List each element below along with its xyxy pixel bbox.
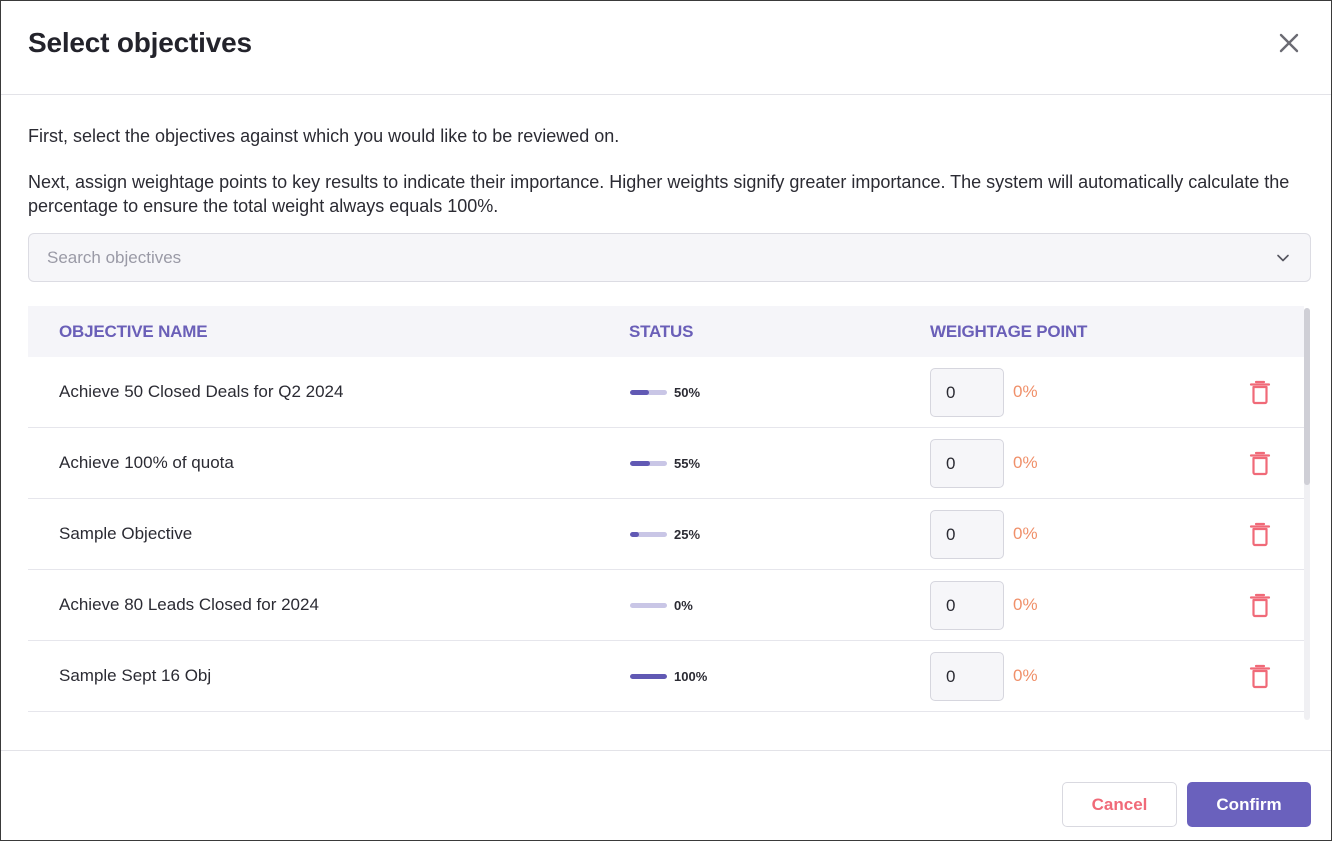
status-percent: 100% [674, 669, 708, 684]
status-percent: 55% [674, 456, 701, 471]
search-input[interactable] [29, 234, 1310, 281]
table-row: Sample Sept 16 Obj 100% 0% [28, 641, 1304, 712]
weightage-percent: 0% [1013, 666, 1038, 685]
intro-text-select: First, select the objectives against whi… [28, 126, 620, 146]
trash-icon[interactable] [1249, 521, 1271, 547]
objective-name: Sample Objective [59, 524, 193, 543]
table-scrollbar-track[interactable] [1304, 308, 1310, 720]
objectives-table: OBJECTIVE NAME STATUS WEIGHTAGE POINT Ac… [28, 306, 1304, 721]
trash-icon[interactable] [1249, 379, 1271, 405]
trash-icon[interactable] [1249, 592, 1271, 618]
weightage-percent: 0% [1013, 595, 1038, 614]
status-progress-fill [630, 461, 651, 466]
status-percent: 25% [674, 527, 701, 542]
confirm-button[interactable]: Confirm [1187, 782, 1311, 827]
header-weightage-point: WEIGHTAGE POINT [930, 322, 1088, 341]
weightage-point-input[interactable] [930, 652, 1004, 701]
table-scrollbar-thumb[interactable] [1304, 308, 1310, 485]
status-progress-bar [630, 603, 667, 608]
weightage-point-input[interactable] [930, 368, 1004, 417]
status-progress-fill [630, 390, 649, 395]
status-progress-bar [630, 532, 667, 537]
close-icon [1279, 33, 1299, 53]
table-row: Achieve 80 Leads Closed for 2024 0% 0% [28, 570, 1304, 641]
cancel-button[interactable]: Cancel [1062, 782, 1177, 827]
objective-name: Achieve 80 Leads Closed for 2024 [59, 595, 319, 614]
table-row: Achieve 50 Closed Deals for Q2 2024 50% … [28, 357, 1304, 428]
dialog-title: Select objectives [28, 27, 252, 58]
status-percent: 0% [674, 598, 693, 613]
header-status: STATUS [629, 322, 694, 341]
search-objectives-dropdown[interactable] [28, 233, 1311, 282]
header-objective-name: OBJECTIVE NAME [59, 322, 208, 341]
table-row: Achieve 100% of quota 55% 0% [28, 428, 1304, 499]
status-progress-bar [630, 461, 667, 466]
table-row: Sample Objective 25% 0% [28, 499, 1304, 570]
status-progress-fill [630, 532, 640, 537]
status-progress-fill [630, 674, 667, 679]
weightage-percent: 0% [1013, 524, 1038, 543]
status-progress-bar [630, 674, 667, 679]
close-button[interactable] [1277, 31, 1303, 57]
chevron-down-icon[interactable] [1276, 251, 1290, 265]
weightage-point-input[interactable] [930, 581, 1004, 630]
objective-name: Achieve 50 Closed Deals for Q2 2024 [59, 382, 344, 401]
status-percent: 50% [674, 385, 701, 400]
trash-icon[interactable] [1249, 663, 1271, 689]
weightage-point-input[interactable] [930, 439, 1004, 488]
dialog-footer: Cancel Confirm [1, 750, 1331, 842]
objective-name: Sample Sept 16 Obj [59, 666, 212, 685]
status-progress-bar [630, 390, 667, 395]
table-header: OBJECTIVE NAME STATUS WEIGHTAGE POINT [28, 306, 1304, 357]
trash-icon[interactable] [1249, 450, 1271, 476]
weightage-point-input[interactable] [930, 510, 1004, 559]
weightage-percent: 0% [1013, 453, 1038, 472]
objective-name: Achieve 100% of quota [59, 453, 234, 472]
weightage-percent: 0% [1013, 382, 1038, 401]
intro-text-weightage: Next, assign weightage points to key res… [28, 172, 1290, 216]
dialog-header: Select objectives [1, 1, 1331, 95]
